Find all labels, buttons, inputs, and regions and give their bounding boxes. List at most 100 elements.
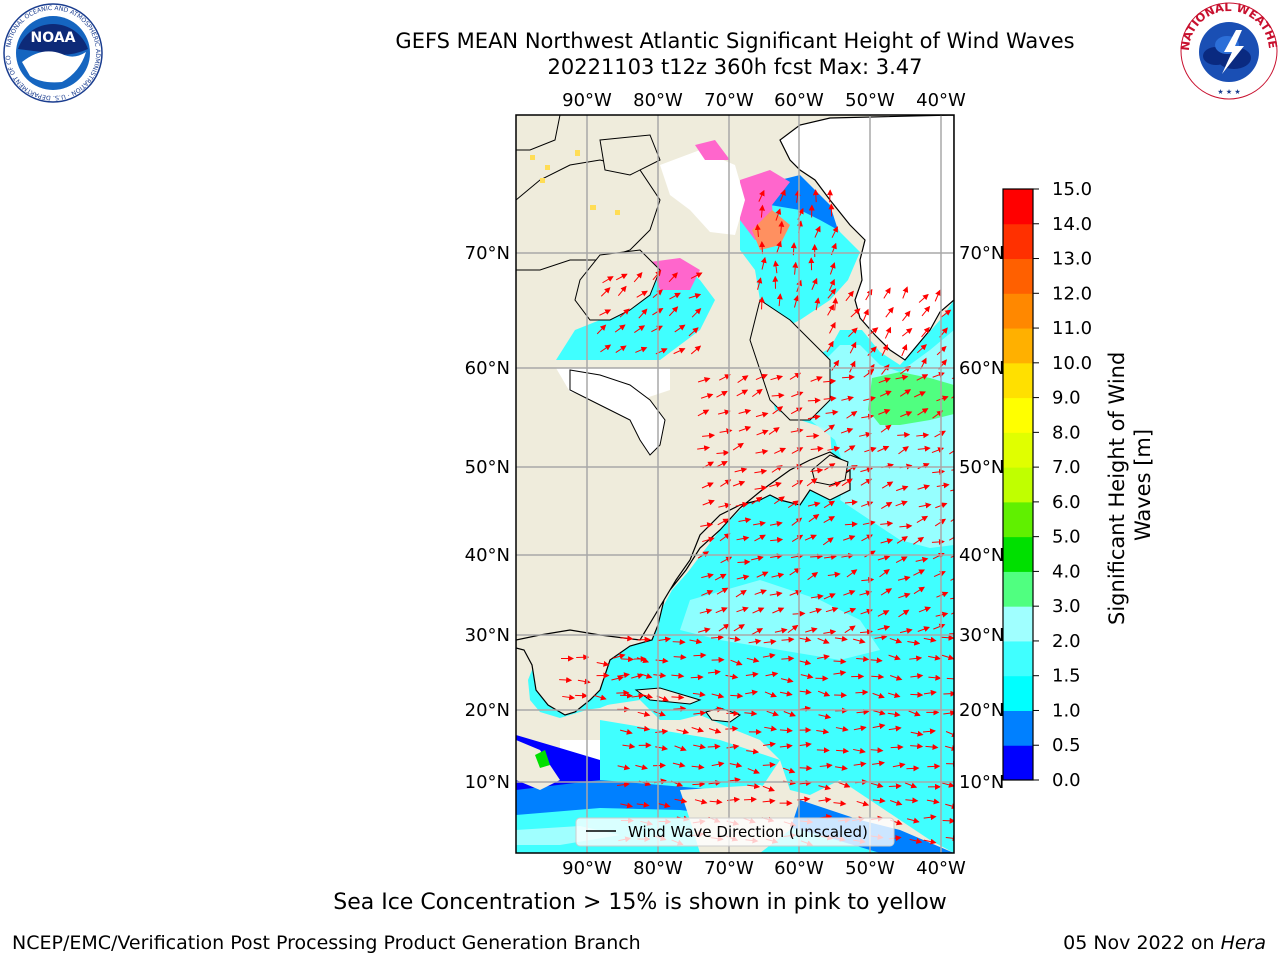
host-name: Hera bbox=[1220, 932, 1266, 954]
wind-wave-arrow bbox=[674, 324, 686, 333]
wind-wave-arrow bbox=[738, 425, 752, 432]
wind-wave-arrow bbox=[716, 461, 728, 468]
wind-wave-arrow bbox=[612, 653, 626, 660]
wind-wave-arrow bbox=[877, 555, 891, 561]
wind-wave-arrow bbox=[671, 672, 685, 679]
wind-wave-arrow bbox=[829, 262, 836, 275]
wind-wave-arrow bbox=[932, 468, 946, 475]
wind-wave-arrow bbox=[823, 516, 836, 524]
colorbar-tick-label: 8.0 bbox=[1052, 422, 1081, 443]
wind-wave-arrow bbox=[908, 710, 921, 717]
wind-wave-arrow bbox=[917, 408, 929, 416]
colorbar-segment bbox=[1003, 571, 1033, 607]
wind-wave-arrow bbox=[764, 691, 777, 698]
wind-wave-arrow bbox=[899, 628, 913, 634]
wind-wave-arrow bbox=[620, 802, 634, 809]
wind-wave-arrow bbox=[772, 607, 785, 614]
wind-wave-arrow bbox=[901, 343, 908, 357]
wind-wave-arrow bbox=[916, 432, 930, 439]
colorbar-segment bbox=[1003, 745, 1033, 781]
colorbar-frame bbox=[1002, 188, 1034, 781]
wind-wave-arrow bbox=[913, 586, 925, 595]
wind-wave-arrow bbox=[863, 395, 876, 402]
wind-wave-arrow bbox=[877, 445, 890, 452]
wind-wave-arrow bbox=[751, 388, 763, 398]
wind-wave-arrow bbox=[913, 391, 926, 398]
lon-label: 60°W bbox=[774, 90, 824, 111]
colorbar-segment bbox=[1003, 223, 1033, 260]
wind-wave-arrow bbox=[791, 534, 804, 543]
wind-wave-arrow bbox=[717, 518, 730, 526]
wind-wave-arrow bbox=[826, 189, 833, 203]
wind-wave-arrow bbox=[791, 479, 804, 488]
lon-label: 70°W bbox=[704, 858, 754, 879]
wind-wave-arrow bbox=[949, 633, 954, 635]
wind-wave-arrow bbox=[615, 345, 627, 354]
wind-wave-arrow bbox=[671, 694, 685, 701]
wind-wave-arrow bbox=[810, 553, 824, 560]
wind-wave-arrow bbox=[693, 743, 706, 750]
wind-wave-arrow bbox=[736, 535, 750, 542]
wind-wave-arrow bbox=[849, 341, 857, 354]
colorbar-segment bbox=[1003, 467, 1033, 503]
wind-wave-arrow bbox=[840, 427, 854, 434]
wind-wave-arrow bbox=[887, 692, 901, 698]
wind-wave-arrow bbox=[672, 639, 686, 646]
wind-wave-arrow bbox=[945, 803, 954, 810]
lat-label: 40°N bbox=[465, 545, 510, 566]
wind-wave-arrow bbox=[921, 305, 931, 317]
colorbar-segment bbox=[1003, 189, 1033, 225]
wind-wave-arrow bbox=[754, 223, 761, 237]
wind-wave-arrow bbox=[747, 783, 761, 790]
wind-wave-arrow bbox=[810, 593, 824, 600]
wind-wave-arrow bbox=[600, 344, 612, 353]
wind-wave-arrow bbox=[881, 344, 888, 356]
wind-wave-arrow bbox=[754, 534, 766, 542]
lat-labels-left: 70°N 60°N 50°N 40°N 30°N 20°N 10°N bbox=[465, 243, 510, 793]
colorbar-tick-label: 3.0 bbox=[1052, 596, 1081, 617]
wind-wave-arrow bbox=[878, 409, 891, 415]
lat-label: 50°N bbox=[465, 457, 510, 478]
wind-wave-arrow bbox=[692, 691, 706, 698]
wind-wave-arrow bbox=[615, 273, 628, 281]
date-stamp: 05 Nov 2022 on Hera bbox=[1063, 932, 1266, 954]
wind-wave-arrow bbox=[897, 431, 911, 438]
map-title: GEFS MEAN Northwest Atlantic Significant… bbox=[395, 29, 1075, 53]
wind-wave-arrow bbox=[807, 397, 821, 404]
colorbar-tick-label: 12.0 bbox=[1052, 283, 1092, 304]
wind-wave-arrow bbox=[818, 713, 832, 720]
wind-wave-arrow bbox=[636, 801, 650, 808]
wind-wave-arrow bbox=[906, 817, 920, 824]
wind-wave-arrow bbox=[899, 389, 912, 397]
wind-wave-arrow bbox=[769, 520, 783, 527]
wind-wave-arrow bbox=[879, 390, 892, 397]
wind-wave-arrow bbox=[693, 652, 707, 659]
wind-wave-arrow bbox=[823, 629, 837, 636]
wind-wave-arrow bbox=[909, 838, 923, 844]
wind-wave-arrow bbox=[817, 654, 830, 661]
wind-wave-arrow bbox=[791, 391, 804, 398]
wind-wave-arrow bbox=[856, 709, 870, 715]
wind-wave-arrow bbox=[825, 606, 839, 613]
wind-wave-arrow bbox=[925, 744, 939, 751]
wind-wave-arrow bbox=[836, 747, 850, 754]
wind-wave-arrow bbox=[921, 326, 930, 338]
wind-wave-arrow bbox=[701, 482, 714, 489]
wind-wave-arrow bbox=[668, 272, 678, 283]
wind-wave-arrow bbox=[859, 431, 872, 438]
colorbar-segment bbox=[1003, 293, 1033, 329]
wind-wave-arrow bbox=[811, 277, 818, 290]
wind-wave-arrow bbox=[871, 673, 885, 680]
wind-wave-arrow bbox=[637, 636, 651, 643]
wind-wave-arrow bbox=[711, 692, 725, 699]
wind-wave-arrow bbox=[933, 570, 946, 578]
wind-wave-arrow bbox=[874, 634, 888, 641]
wind-wave-arrow bbox=[916, 344, 927, 354]
wind-wave-arrow bbox=[895, 556, 908, 564]
wind-wave-arrow bbox=[946, 675, 954, 682]
labrador bbox=[749, 299, 831, 421]
wind-wave-arrow bbox=[856, 800, 870, 807]
wind-wave-arrow bbox=[701, 589, 714, 596]
wind-wave-arrow bbox=[916, 374, 929, 381]
wind-wave-arrow bbox=[787, 500, 800, 509]
